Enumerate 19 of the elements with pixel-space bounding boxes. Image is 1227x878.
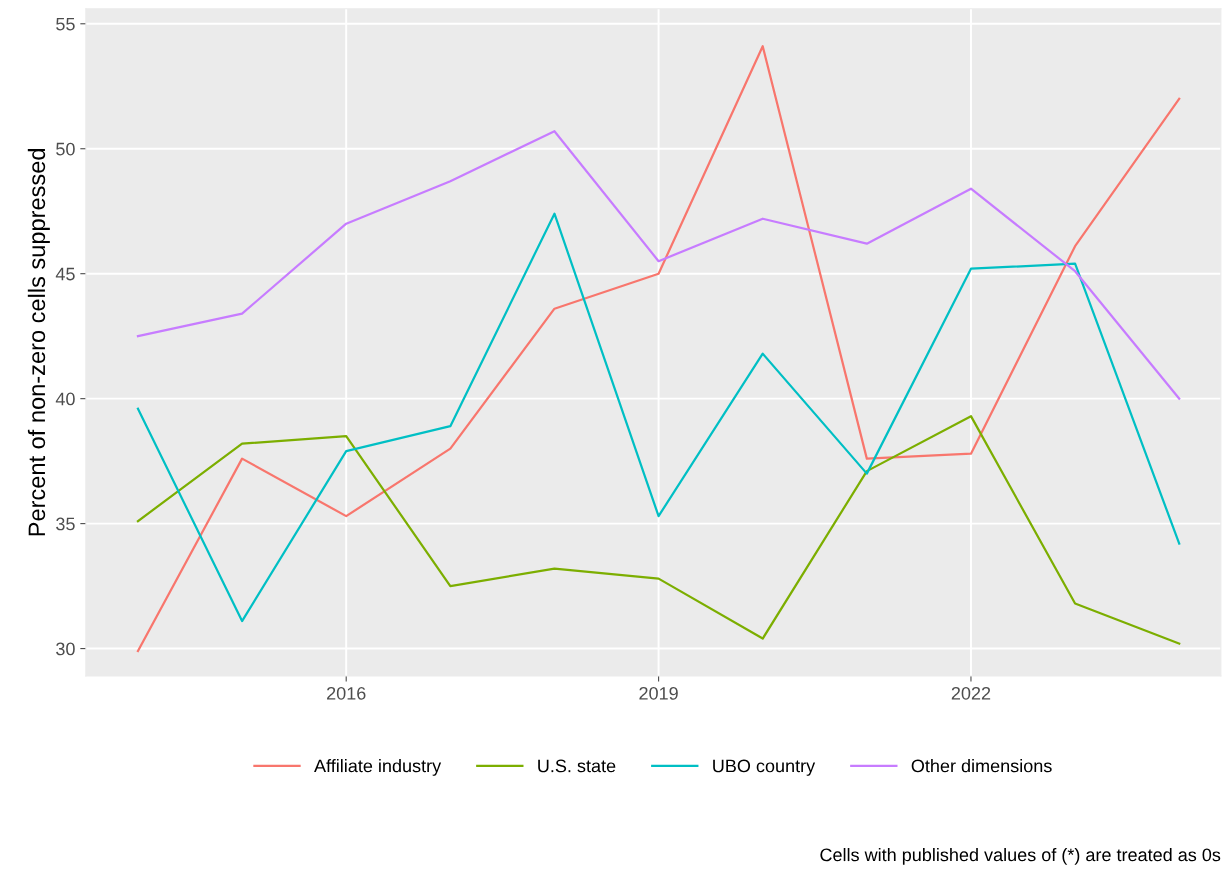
y-tick-label: 55 — [56, 17, 75, 31]
y-tick-label: 35 — [56, 517, 75, 531]
line-series — [136, 415, 1181, 645]
legend-label: U.S. state — [538, 759, 616, 773]
line-series — [136, 130, 1181, 400]
y-tick-label: 40 — [55, 392, 75, 406]
line-series — [136, 45, 1181, 653]
y-tick-label: 45 — [55, 267, 75, 281]
text: Cells with published values of (*) are treated as 0s — [820, 848, 1221, 865]
legend-label: Other dimensions — [911, 759, 1052, 773]
legend-label: Affiliate industry — [314, 759, 442, 776]
x-tick-label: 2022 — [951, 686, 991, 700]
y-axis-title: Percent of non-zero cells suppressed — [27, 149, 50, 536]
x-tick-label: 2016 — [327, 686, 366, 700]
legend-label: UBO country — [713, 759, 816, 776]
line-series — [136, 212, 1181, 623]
y-tick-label: 30 — [56, 642, 75, 656]
x-tick-label: 2019 — [639, 686, 678, 700]
y-tick-label: 50 — [56, 142, 75, 156]
